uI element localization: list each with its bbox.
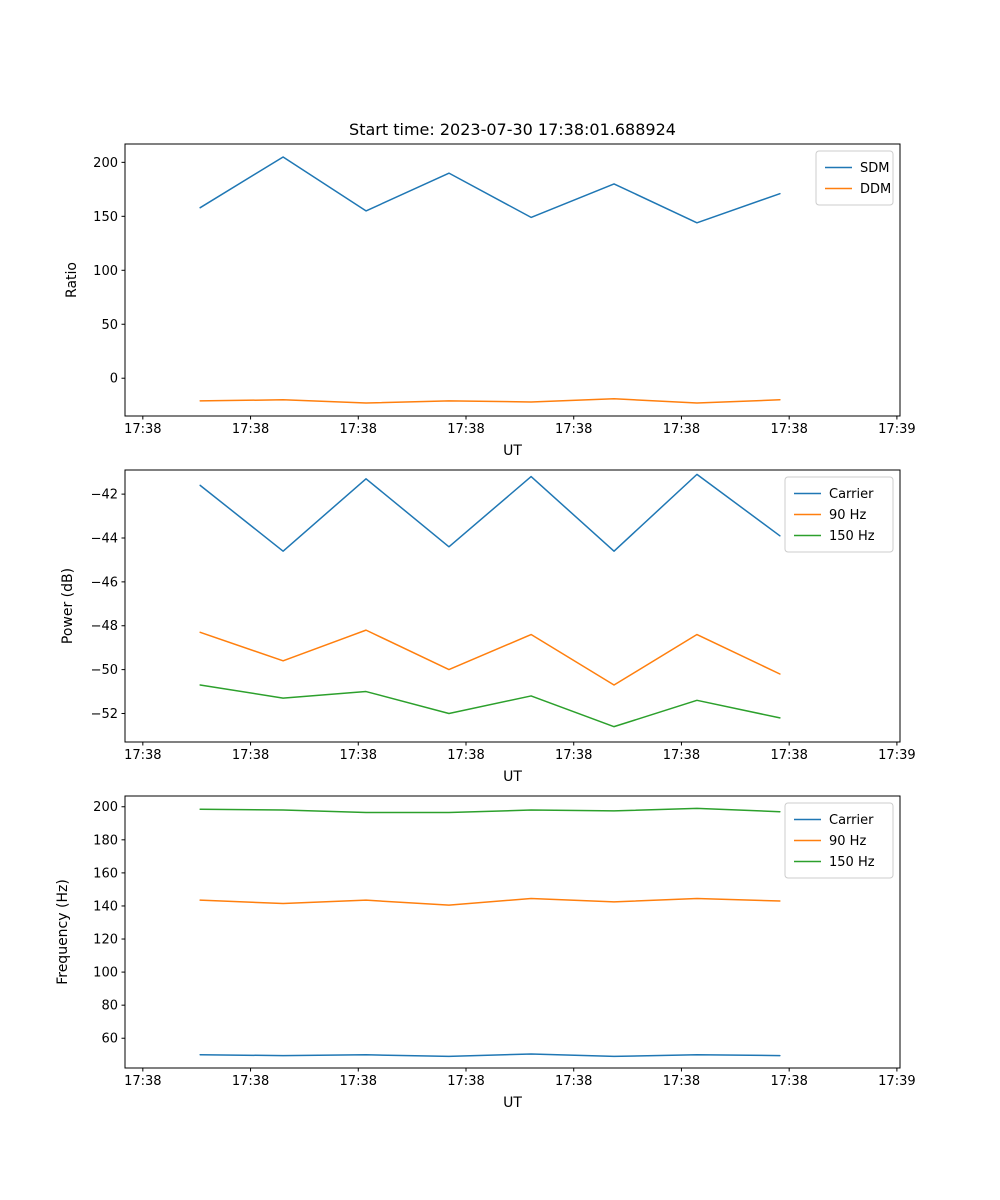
- x-axis-label-1: UT: [503, 443, 522, 459]
- x-tick-label: 17:38: [770, 422, 807, 437]
- y-tick-label: −52: [91, 707, 118, 722]
- axes-frame: [124, 143, 901, 417]
- x-tick-label: 17:38: [555, 1074, 592, 1089]
- x-tick-label: 17:38: [447, 748, 484, 763]
- y-tick-label: 80: [101, 999, 118, 1014]
- legend-label-150-hz: 150 Hz: [829, 855, 875, 870]
- x-tick-label: 17:38: [124, 748, 161, 763]
- legend-frame: [784, 476, 894, 553]
- series-line-ddm: [199, 397, 781, 404]
- y-axis-label-frequency: Frequency (Hz): [55, 879, 71, 985]
- y-tick-label: −46: [91, 575, 118, 590]
- subplot-ratio: 0 50 100 150 200 17:38 17:38 17:38 17:38 17:38 17:…: [93, 143, 916, 437]
- x-tick-label: 17:38: [663, 748, 700, 763]
- legend-label-sdm: SDM: [860, 161, 889, 176]
- y-tick-label: 100: [93, 966, 118, 981]
- y-tick-label: 100: [93, 264, 118, 279]
- x-axis-label-3: UT: [503, 1095, 522, 1111]
- y-tick-label: 140: [93, 899, 118, 914]
- y-tick-label: 160: [93, 866, 118, 881]
- legend: Carrier 90 Hz 150 Hz: [784, 476, 894, 553]
- y-tick-label: 180: [93, 833, 118, 848]
- y-tick-label: −44: [91, 532, 118, 547]
- legend-label-carrier: Carrier: [829, 487, 874, 502]
- x-tick-label: 17:38: [232, 748, 269, 763]
- series-line-sdm: [199, 156, 781, 224]
- y-tick-label: −50: [91, 663, 118, 678]
- series-line-carrier: [199, 1053, 781, 1058]
- x-tick-label: 17:39: [878, 748, 915, 763]
- x-tick-label: 17:38: [555, 748, 592, 763]
- legend-frame: [784, 802, 894, 879]
- x-tick-label: 17:38: [770, 1074, 807, 1089]
- y-tick-label: 60: [101, 1032, 118, 1047]
- y-tick-label: 50: [101, 318, 118, 333]
- legend: SDM DDM: [815, 150, 894, 206]
- subplot-frequency: 60 80 100 120 140 160 180 200 17:38 17:38 17:38 17:…: [93, 795, 916, 1089]
- series-line-150-hz: [199, 684, 781, 728]
- x-tick-label: 17:38: [232, 422, 269, 437]
- legend-label-90-hz: 90 Hz: [829, 508, 866, 523]
- legend-frame: [815, 150, 894, 206]
- axes-frame: [124, 795, 901, 1069]
- x-tick-label: 17:38: [340, 422, 377, 437]
- chart-title: Start time: 2023-07-30 17:38:01.688924: [349, 120, 676, 139]
- x-tick-label: 17:38: [340, 1074, 377, 1089]
- axes-frame: [124, 469, 901, 743]
- x-tick-label: 17:38: [124, 1074, 161, 1089]
- series-line-150-hz: [199, 807, 781, 814]
- legend-label-150-hz: 150 Hz: [829, 529, 875, 544]
- x-tick-label: 17:38: [340, 748, 377, 763]
- x-tick-label: 17:38: [663, 1074, 700, 1089]
- x-tick-label: 17:38: [124, 422, 161, 437]
- series-line-90-hz: [199, 897, 781, 906]
- x-tick-label: 17:38: [663, 422, 700, 437]
- x-tick-label: 17:39: [878, 422, 915, 437]
- subplot-power: −42 −44 −46 −48 −50 −52 17:38 17:38 17:38 17:38 17…: [91, 469, 916, 763]
- x-tick-label: 17:38: [232, 1074, 269, 1089]
- y-tick-label: −42: [91, 488, 118, 503]
- x-tick-label: 17:38: [770, 748, 807, 763]
- y-tick-label: 150: [93, 210, 118, 225]
- x-tick-label: 17:38: [555, 422, 592, 437]
- legend: Carrier 90 Hz 150 Hz: [784, 802, 894, 879]
- x-tick-label: 17:39: [878, 1074, 915, 1089]
- y-axis-label-power: Power (dB): [60, 567, 76, 645]
- legend-label-90-hz: 90 Hz: [829, 834, 866, 849]
- y-tick-label: 0: [110, 372, 118, 387]
- y-tick-label: 120: [93, 933, 118, 948]
- y-tick-label: −48: [91, 619, 118, 634]
- y-tick-label: 200: [93, 156, 118, 171]
- series-line-carrier: [199, 473, 781, 552]
- x-axis-label-2: UT: [503, 769, 522, 785]
- y-tick-label: 200: [93, 800, 118, 815]
- legend-label-carrier: Carrier: [829, 813, 874, 828]
- legend-label-ddm: DDM: [860, 182, 891, 197]
- x-tick-label: 17:38: [447, 422, 484, 437]
- series-line-90-hz: [199, 629, 781, 686]
- x-tick-label: 17:38: [447, 1074, 484, 1089]
- y-axis-label-ratio: Ratio: [64, 262, 80, 298]
